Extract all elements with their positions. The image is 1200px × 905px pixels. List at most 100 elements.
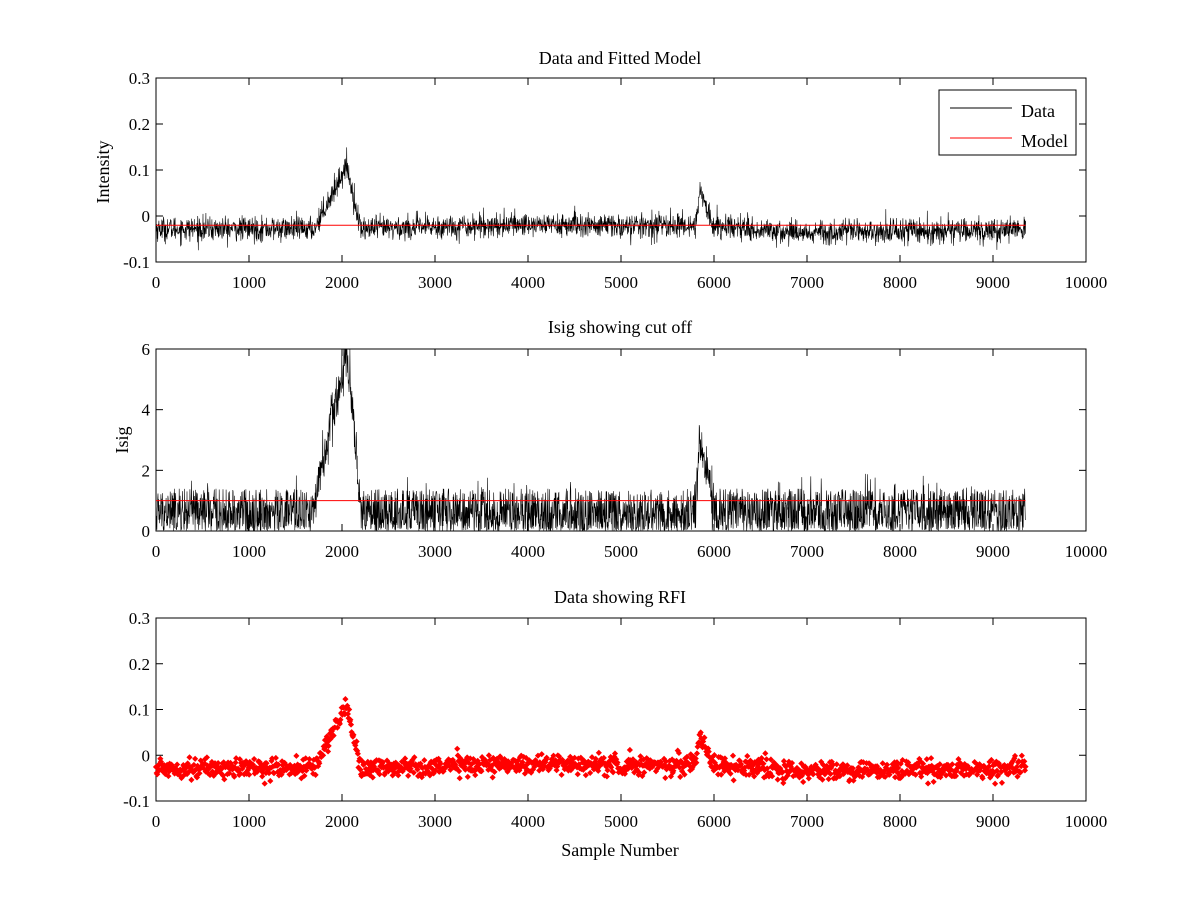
panel-3-title: Data showing RFI [554, 587, 686, 607]
x-tick-label: 6000 [697, 812, 731, 831]
data-point [278, 771, 285, 778]
data-point [395, 772, 402, 779]
x-tick-label: 1000 [232, 273, 266, 292]
data-point [603, 773, 610, 780]
data-point [316, 760, 323, 767]
x-tick-label: 2000 [325, 812, 359, 831]
panel-3-y-ticks: -0.1 0 0.1 0.2 0.3 [123, 609, 1086, 811]
x-tick-label: 10000 [1065, 812, 1108, 831]
data-point [637, 753, 644, 760]
data-point [600, 754, 607, 761]
data-point [912, 771, 919, 778]
data-point [344, 710, 351, 718]
data-point [701, 734, 708, 741]
data-point [833, 775, 840, 782]
data-point [410, 769, 417, 776]
data-point [677, 773, 684, 780]
data-point [711, 752, 718, 759]
data-point [874, 763, 881, 770]
y-tick-label: 6 [142, 340, 151, 359]
x-tick-label: 1000 [232, 812, 266, 831]
x-tick-label: 1000 [232, 542, 266, 561]
y-tick-label: 0.3 [129, 609, 150, 628]
data-point [886, 771, 893, 778]
x-tick-label: 9000 [976, 812, 1010, 831]
data-point [1022, 763, 1029, 770]
data-point [539, 766, 547, 773]
data-point [805, 775, 812, 782]
y-tick-label: 4 [142, 401, 151, 420]
data-point [923, 756, 930, 763]
data-point [1011, 752, 1019, 759]
x-tick-label: 4000 [511, 812, 545, 831]
x-tick-label: 10000 [1065, 542, 1108, 561]
data-point [675, 749, 683, 757]
panel-1-title: Data and Fitted Model [539, 48, 701, 68]
x-tick-label: 4000 [511, 542, 545, 561]
data-point [626, 746, 633, 754]
data-point [780, 779, 787, 787]
y-tick-label: 0.3 [129, 69, 150, 88]
panel-3: Data showing RFI 0 1000 2000 3000 4000 5000 60… [123, 587, 1107, 860]
data-point [336, 720, 343, 727]
x-tick-label: 9000 [976, 273, 1010, 292]
data-point [259, 773, 266, 780]
data-point [267, 777, 274, 785]
data-point [454, 745, 461, 752]
legend-box [938, 89, 1077, 156]
data-point [521, 770, 529, 777]
data-point [744, 752, 751, 760]
data-point [344, 702, 351, 709]
data-point [405, 772, 412, 779]
x-tick-label: 5000 [604, 273, 638, 292]
data-point [592, 755, 599, 762]
data-point [738, 761, 745, 768]
x-tick-label: 3000 [418, 812, 452, 831]
data-point [779, 769, 786, 776]
data-point [849, 765, 856, 772]
data-point [421, 757, 428, 764]
x-tick-label: 3000 [418, 542, 452, 561]
data-point [353, 738, 360, 745]
data-point [987, 774, 994, 781]
data-point [692, 755, 699, 762]
data-point [489, 774, 496, 781]
data-point [957, 769, 965, 776]
data-point [895, 764, 902, 772]
x-tick-label: 0 [152, 273, 161, 292]
data-point [819, 776, 826, 783]
panel-1-ylabel: Intensity [93, 141, 113, 204]
data-point [955, 756, 962, 763]
data-point [323, 733, 330, 740]
data-point [610, 769, 617, 776]
data-point [718, 771, 725, 778]
data-point [553, 767, 560, 774]
y-tick-label: 0.2 [129, 655, 150, 674]
data-point [774, 776, 781, 783]
data-point [456, 768, 463, 775]
data-point [751, 773, 758, 780]
y-tick-label: 0 [142, 522, 151, 541]
y-tick-label: 2 [142, 461, 151, 480]
data-point [697, 729, 704, 736]
data-point [679, 768, 686, 775]
data-point [995, 771, 1002, 778]
data-point [528, 769, 535, 776]
data-point [767, 756, 774, 763]
data-point [346, 706, 353, 713]
data-point [203, 754, 210, 761]
data-point [193, 774, 201, 781]
panel-1-plot-area [155, 147, 1026, 251]
data-point [736, 757, 743, 765]
data-point [231, 773, 238, 780]
y-tick-label: -0.1 [123, 792, 150, 811]
data-point [721, 755, 728, 762]
x-tick-label: 2000 [325, 542, 359, 561]
data-point [920, 760, 927, 767]
data-point [859, 773, 866, 780]
data-point [354, 750, 361, 757]
x-tick-label: 10000 [1065, 273, 1108, 292]
series-markers-series-1 [152, 695, 1029, 787]
data-point [464, 773, 471, 780]
